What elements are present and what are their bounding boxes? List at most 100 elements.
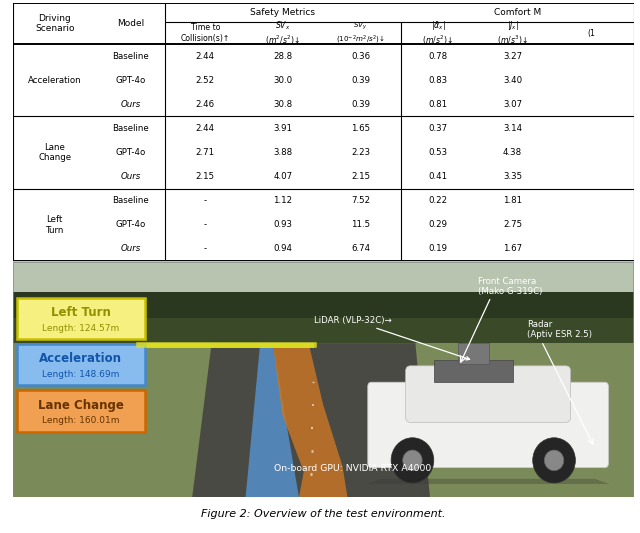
Text: 30.8: 30.8 (273, 100, 292, 109)
Text: 7.52: 7.52 (351, 196, 370, 205)
Text: 4.07: 4.07 (273, 172, 292, 181)
Text: GPT-4o: GPT-4o (116, 220, 146, 229)
Text: 2.46: 2.46 (196, 100, 215, 109)
FancyBboxPatch shape (368, 382, 609, 467)
Text: $|\bar{\alpha}_x|$
$(m/s^2)$↓: $|\bar{\alpha}_x|$ $(m/s^2)$↓ (422, 19, 454, 47)
Polygon shape (192, 343, 430, 497)
Text: 0.53: 0.53 (429, 148, 447, 157)
Polygon shape (13, 343, 212, 497)
Circle shape (403, 450, 422, 471)
FancyBboxPatch shape (17, 344, 145, 385)
FancyBboxPatch shape (17, 391, 145, 432)
Text: Time to
Collision(s)↑: Time to Collision(s)↑ (180, 23, 230, 43)
Polygon shape (273, 343, 348, 497)
Text: $SV_y$
$(10^{-2}m^2/s^2)$↓: $SV_y$ $(10^{-2}m^2/s^2)$↓ (336, 20, 385, 46)
Circle shape (545, 450, 564, 471)
Text: $SV_x$
$(m^2/s^2)$↓: $SV_x$ $(m^2/s^2)$↓ (265, 19, 301, 47)
Text: Ours: Ours (120, 172, 141, 181)
Text: 0.78: 0.78 (429, 52, 447, 61)
Text: 30.0: 30.0 (273, 76, 292, 85)
Text: 1.67: 1.67 (503, 245, 522, 254)
Text: 3.35: 3.35 (503, 172, 522, 181)
Text: $|J_x|$
$(m/s^3)$↓: $|J_x|$ $(m/s^3)$↓ (497, 19, 528, 47)
Text: GPT-4o: GPT-4o (116, 76, 146, 85)
Text: -: - (204, 196, 207, 205)
Text: Left
Turn: Left Turn (45, 215, 64, 235)
FancyBboxPatch shape (17, 298, 145, 339)
Text: 1.12: 1.12 (273, 196, 292, 205)
Text: 2.75: 2.75 (503, 220, 522, 229)
Text: 0.22: 0.22 (429, 196, 447, 205)
Text: 2.52: 2.52 (196, 76, 215, 85)
Text: 3.27: 3.27 (503, 52, 522, 61)
Polygon shape (13, 318, 634, 343)
Text: 3.14: 3.14 (503, 124, 522, 133)
Text: Lane
Change: Lane Change (38, 143, 71, 162)
Text: Baseline: Baseline (113, 124, 149, 133)
Text: Radar: Radar (527, 320, 552, 329)
Text: 0.39: 0.39 (351, 100, 370, 109)
Polygon shape (246, 343, 299, 497)
Polygon shape (13, 261, 634, 292)
FancyBboxPatch shape (434, 360, 513, 382)
Text: 2.71: 2.71 (196, 148, 215, 157)
Text: 3.07: 3.07 (503, 100, 522, 109)
Text: Lane Change: Lane Change (38, 399, 124, 411)
Text: 0.94: 0.94 (273, 245, 292, 254)
Text: Ours: Ours (120, 245, 141, 254)
Text: Ours: Ours (120, 100, 141, 109)
Text: Model: Model (117, 19, 145, 28)
Text: -: - (204, 245, 207, 254)
Text: (1: (1 (588, 29, 596, 37)
Text: Baseline: Baseline (113, 196, 149, 205)
Text: 2.23: 2.23 (351, 148, 370, 157)
FancyBboxPatch shape (458, 343, 489, 364)
Text: Left Turn: Left Turn (51, 306, 111, 319)
Text: Length: 148.69m: Length: 148.69m (42, 370, 120, 379)
Text: Baseline: Baseline (113, 52, 149, 61)
Text: 3.88: 3.88 (273, 148, 292, 157)
Text: -: - (204, 220, 207, 229)
Text: 2.15: 2.15 (196, 172, 215, 181)
Text: On-board GPU: NVIDIA RTX A4000: On-board GPU: NVIDIA RTX A4000 (274, 464, 431, 473)
Text: 0.39: 0.39 (351, 76, 370, 85)
Text: 28.8: 28.8 (273, 52, 292, 61)
Bar (13, 343, 634, 497)
Circle shape (391, 438, 434, 483)
Polygon shape (13, 261, 634, 343)
Text: (Mako G-319C): (Mako G-319C) (479, 287, 543, 296)
Text: Length: 124.57m: Length: 124.57m (42, 324, 119, 333)
Text: Acceleration: Acceleration (39, 352, 122, 366)
FancyBboxPatch shape (406, 366, 570, 422)
Text: 1.81: 1.81 (503, 196, 522, 205)
Text: 0.93: 0.93 (273, 220, 292, 229)
Text: 0.37: 0.37 (429, 124, 447, 133)
Text: 2.44: 2.44 (196, 52, 215, 61)
Text: 0.19: 0.19 (429, 245, 447, 254)
Text: Front Camera: Front Camera (479, 277, 537, 286)
Text: GPT-4o: GPT-4o (116, 148, 146, 157)
Text: 3.91: 3.91 (273, 124, 292, 133)
Circle shape (532, 438, 575, 483)
Text: 2.44: 2.44 (196, 124, 215, 133)
Text: 11.5: 11.5 (351, 220, 370, 229)
Polygon shape (415, 343, 634, 497)
Text: Comfort M: Comfort M (493, 8, 541, 17)
Text: Safety Metrics: Safety Metrics (250, 8, 316, 17)
Text: 4.38: 4.38 (503, 148, 522, 157)
Text: 3.40: 3.40 (503, 76, 522, 85)
Text: LiDAR (VLP-32C)→: LiDAR (VLP-32C)→ (314, 316, 470, 360)
Text: 0.41: 0.41 (429, 172, 447, 181)
Polygon shape (139, 343, 314, 349)
Text: 2.15: 2.15 (351, 172, 370, 181)
Text: 0.81: 0.81 (429, 100, 447, 109)
Text: Driving
Scenario: Driving Scenario (35, 14, 74, 33)
Text: 6.74: 6.74 (351, 245, 370, 254)
Text: Figure 2: Overview of the test environment.: Figure 2: Overview of the test environme… (201, 509, 445, 519)
Text: (Aptiv ESR 2.5): (Aptiv ESR 2.5) (527, 330, 592, 340)
Polygon shape (13, 292, 634, 322)
Text: Length: 160.01m: Length: 160.01m (42, 416, 120, 425)
Text: 0.83: 0.83 (429, 76, 447, 85)
Polygon shape (367, 479, 609, 484)
Text: 1.65: 1.65 (351, 124, 370, 133)
